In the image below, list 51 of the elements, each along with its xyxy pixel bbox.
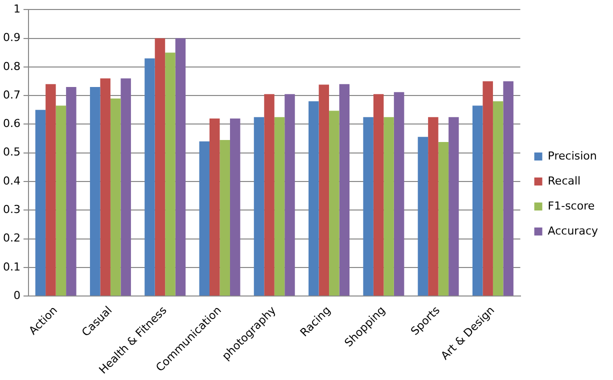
bar [254, 117, 264, 296]
bar [46, 84, 56, 296]
bar [418, 136, 428, 296]
y-tick-label: 0 [13, 289, 20, 302]
bar [384, 117, 394, 296]
bar [373, 94, 384, 296]
bar [220, 140, 230, 296]
bar [199, 141, 210, 296]
bar [165, 52, 176, 296]
bar [230, 118, 240, 296]
y-tick-label: 0.5 [2, 146, 20, 159]
bar [363, 117, 374, 296]
y-tick-label: 0.4 [2, 174, 20, 188]
legend-label: Precision [548, 149, 597, 162]
legend-label: F1-score [548, 199, 595, 212]
bar [428, 117, 438, 296]
y-tick-label: 0.9 [2, 31, 20, 44]
bar [175, 38, 186, 296]
y-tick-label: 0.6 [2, 117, 20, 130]
y-tick-label: 1 [13, 2, 20, 16]
bar [154, 38, 166, 296]
bar [66, 86, 76, 296]
bar [492, 101, 504, 296]
bar [448, 117, 459, 296]
bar [100, 78, 110, 296]
legend-label: Recall [548, 174, 581, 188]
bar [264, 94, 274, 296]
bar [274, 117, 285, 296]
bar [503, 81, 514, 296]
bar [339, 84, 350, 296]
bar [210, 118, 220, 296]
bar [284, 94, 295, 296]
bar [110, 98, 121, 296]
y-tick-label: 0.3 [2, 203, 20, 216]
bar [472, 106, 483, 296]
bar [144, 58, 155, 296]
y-tick-label: 0.8 [2, 60, 20, 73]
bar [120, 78, 131, 296]
bar [35, 110, 46, 296]
y-tick-label: 0.7 [2, 88, 20, 102]
y-tick-label: 0.1 [2, 260, 20, 274]
legend-label: Accuracy [548, 224, 598, 238]
bar [90, 86, 100, 296]
bar [394, 92, 404, 296]
y-tick-label: 0.2 [2, 232, 20, 245]
bar [308, 101, 319, 296]
bar [438, 142, 449, 296]
bar [482, 81, 493, 296]
bar [318, 84, 330, 296]
bar [329, 110, 340, 296]
bar [56, 106, 66, 296]
